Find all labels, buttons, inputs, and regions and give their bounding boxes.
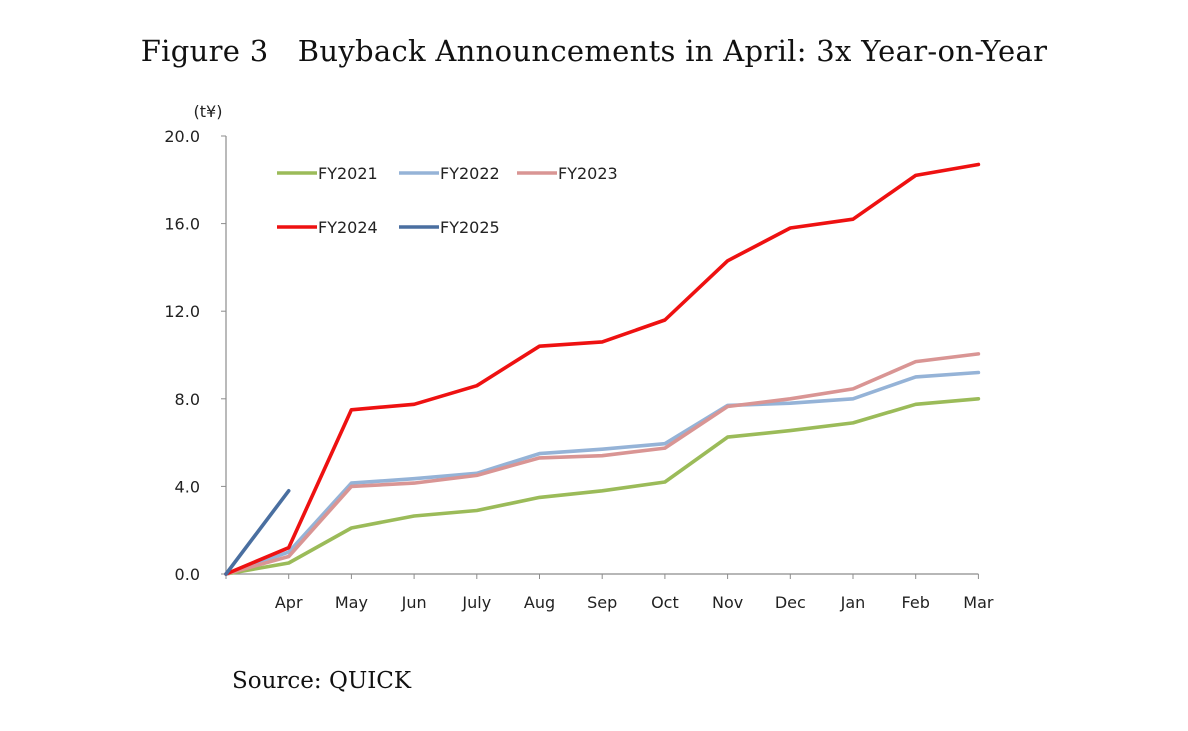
x-tick-label: Oct (651, 593, 679, 612)
legend: FY2021 FY2022 FY2023 FY2024 FY2025 (277, 164, 618, 237)
x-tick-label: Aug (524, 593, 555, 612)
x-tick-label: Sep (587, 593, 617, 612)
series-line-fy2022 (224, 370, 981, 576)
legend-label: FY2022 (440, 164, 500, 183)
x-tick-label: Nov (712, 593, 743, 612)
x-tick-label: July (461, 593, 491, 612)
y-tick-label: 20.0 (164, 127, 200, 146)
legend-label: FY2023 (558, 164, 618, 183)
legend-label: FY2021 (318, 164, 378, 183)
series-line-fy2024 (224, 162, 981, 576)
x-tick-label: Jun (401, 593, 427, 612)
x-tick-label: Apr (275, 593, 303, 612)
legend-label: FY2025 (440, 218, 500, 237)
x-tick-label: Mar (963, 593, 994, 612)
x-tick-label: Jan (840, 593, 866, 612)
series-line-fy2023 (224, 352, 981, 576)
x-tick-label: Dec (775, 593, 806, 612)
y-tick-label: 16.0 (164, 215, 200, 234)
y-axis-unit-label: (t¥) (194, 102, 223, 121)
chart-title: Figure 3 Buyback Announcements in April:… (140, 34, 1048, 68)
legend-label: FY2024 (318, 218, 378, 237)
y-tick-label: 8.0 (175, 390, 200, 409)
series-line-fy2025 (224, 488, 291, 576)
x-tick-label: Feb (902, 593, 930, 612)
y-tick-label: 4.0 (175, 477, 200, 496)
series-line-fy2021 (224, 396, 981, 576)
source-note: Source: QUICK (232, 668, 412, 694)
x-tick-label: May (335, 593, 368, 612)
y-tick-label: 0.0 (175, 565, 200, 584)
y-tick-label: 12.0 (164, 302, 200, 321)
